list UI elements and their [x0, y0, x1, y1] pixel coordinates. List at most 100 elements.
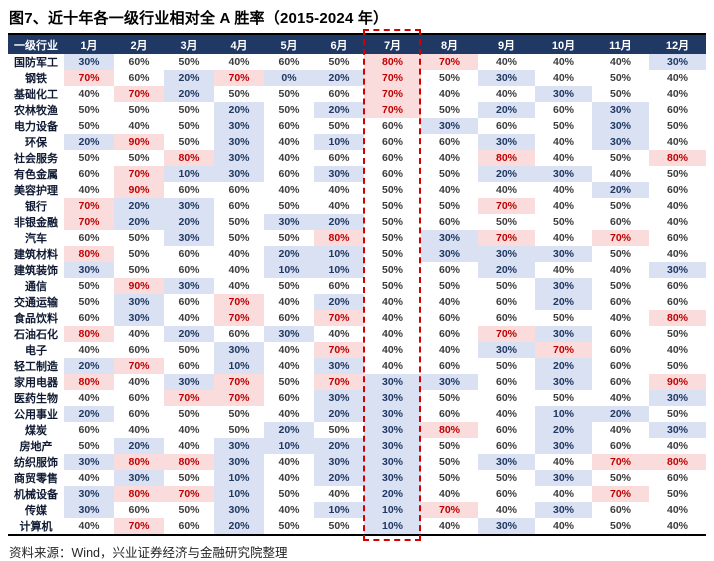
win-rate-cell: 40% — [64, 518, 114, 535]
win-rate-cell: 50% — [114, 150, 164, 166]
industry-label: 钢铁 — [25, 73, 47, 85]
win-rate-cell: 40% — [314, 198, 364, 214]
win-rate-cell: 10% — [314, 134, 364, 150]
win-rate-cell: 70% — [535, 342, 592, 358]
win-rate-cell: 10% — [164, 166, 214, 182]
win-rate-cell: 30% — [649, 390, 706, 406]
win-rate-cell: 90% — [114, 134, 164, 150]
win-rate-cell: 50% — [114, 102, 164, 118]
win-rate-cell: 40% — [649, 198, 706, 214]
win-rate-cell: 50% — [421, 198, 478, 214]
win-rate-cell: 50% — [421, 454, 478, 470]
table-container: 一级行业 1月 2月 3月 4月 5月 6月 7月 8月 9月 10月 11月 12月 国防军工 30%… — [8, 29, 706, 541]
win-rate-cell: 40% — [649, 438, 706, 454]
win-rate-cell: 50% — [364, 182, 421, 198]
win-rate-cell: 20% — [592, 182, 649, 198]
table-row: 汽车 60% 50% 30% 50% 50% 80% 50% 30% 70% 40% 70% 60% — [8, 230, 706, 246]
win-rate-cell: 30% — [64, 454, 114, 470]
win-rate-cell: 20% — [114, 198, 164, 214]
win-rate-cell: 40% — [421, 342, 478, 358]
win-rate-cell: 60% — [478, 422, 535, 438]
win-rate-cell: 60% — [214, 182, 264, 198]
win-rate-cell: 60% — [535, 102, 592, 118]
win-rate-cell: 20% — [478, 166, 535, 182]
column-header-month: 12月 — [649, 34, 706, 54]
table-row: 基础化工 40% 70% 20% 50% 50% 60% 70% 40% 40% 30% 50% 40% — [8, 86, 706, 102]
win-rate-cell: 70% — [478, 230, 535, 246]
win-rate-cell: 70% — [421, 502, 478, 518]
win-rate-cell: 60% — [114, 390, 164, 406]
win-rate-cell: 60% — [649, 294, 706, 310]
win-rate-cell: 30% — [535, 86, 592, 102]
table-row: 轻工制造 20% 70% 60% 10% 40% 30% 40% 60% 50% 20% 60% 50% — [8, 358, 706, 374]
table-row: 建筑材料 80% 50% 60% 40% 20% 10% 50% 30% 30% 30% 50% 40% — [8, 246, 706, 262]
win-rate-cell: 40% — [535, 262, 592, 278]
win-rate-cell: 20% — [164, 214, 214, 230]
win-rate-cell: 30% — [214, 166, 264, 182]
win-rate-cell: 30% — [364, 390, 421, 406]
column-header-month: 6月 — [314, 34, 364, 54]
win-rate-cell: 70% — [114, 86, 164, 102]
win-rate-cell: 80% — [478, 150, 535, 166]
win-rate-cell: 40% — [164, 310, 214, 326]
win-rate-cell: 50% — [421, 390, 478, 406]
win-rate-cell: 20% — [114, 438, 164, 454]
win-rate-cell: 50% — [164, 342, 214, 358]
win-rate-cell: 70% — [64, 198, 114, 214]
win-rate-cell: 40% — [314, 182, 364, 198]
win-rate-cell: 80% — [314, 230, 364, 246]
win-rate-cell: 40% — [535, 182, 592, 198]
win-rate-cell: 50% — [649, 486, 706, 502]
win-rate-cell: 60% — [649, 182, 706, 198]
win-rate-cell: 30% — [214, 454, 264, 470]
win-rate-cell: 50% — [314, 54, 364, 70]
win-rate-cell: 60% — [592, 358, 649, 374]
win-rate-cell: 40% — [535, 454, 592, 470]
win-rate-cell: 40% — [535, 198, 592, 214]
win-rate-cell: 60% — [114, 502, 164, 518]
win-rate-cell: 30% — [421, 230, 478, 246]
win-rate-cell: 20% — [314, 470, 364, 486]
win-rate-cell: 10% — [314, 262, 364, 278]
win-rate-cell: 40% — [421, 150, 478, 166]
win-rate-cell: 50% — [478, 278, 535, 294]
win-rate-cell: 70% — [478, 198, 535, 214]
industry-label: 轻工制造 — [14, 361, 58, 373]
industry-label: 非银金融 — [14, 217, 58, 229]
win-rate-cell: 60% — [164, 246, 214, 262]
win-rate-cell: 30% — [478, 518, 535, 535]
win-rate-cell: 30% — [478, 342, 535, 358]
win-rate-cell: 60% — [164, 262, 214, 278]
win-rate-cell: 30% — [314, 390, 364, 406]
win-rate-cell: 40% — [421, 486, 478, 502]
win-rate-cell: 90% — [114, 278, 164, 294]
table-row: 通信 50% 90% 30% 40% 50% 60% 50% 50% 50% 30% 50% 60% — [8, 278, 706, 294]
win-rate-cell: 50% — [649, 166, 706, 182]
win-rate-cell: 40% — [264, 502, 314, 518]
win-rate-cell: 20% — [164, 326, 214, 342]
win-rate-cell: 90% — [649, 374, 706, 390]
table-row: 建筑装饰 30% 50% 60% 40% 10% 10% 50% 60% 20% 40% 40% 30% — [8, 262, 706, 278]
win-rate-cell: 60% — [649, 230, 706, 246]
table-row: 社会服务 50% 50% 80% 30% 40% 60% 60% 40% 80% 40% 50% 80% — [8, 150, 706, 166]
win-rate-cell: 40% — [592, 310, 649, 326]
win-rate-cell: 40% — [478, 86, 535, 102]
win-rate-cell: 30% — [164, 278, 214, 294]
industry-label: 医药生物 — [14, 393, 58, 405]
table-row: 有色金属 60% 70% 10% 30% 60% 30% 60% 50% 20% 30% 40% 50% — [8, 166, 706, 182]
win-rate-cell: 40% — [64, 182, 114, 198]
win-rate-cell: 60% — [421, 358, 478, 374]
industry-label: 家用电器 — [14, 377, 58, 389]
win-rate-cell: 60% — [264, 166, 314, 182]
win-rate-cell: 20% — [264, 246, 314, 262]
win-rate-cell: 60% — [364, 166, 421, 182]
win-rate-cell: 40% — [64, 86, 114, 102]
win-rate-cell: 50% — [592, 246, 649, 262]
win-rate-cell: 50% — [114, 262, 164, 278]
win-rate-cell: 30% — [649, 262, 706, 278]
win-rate-cell: 30% — [421, 374, 478, 390]
win-rate-cell: 60% — [264, 118, 314, 134]
win-rate-cell: 60% — [592, 438, 649, 454]
win-rate-cell: 20% — [214, 102, 264, 118]
win-rate-cell: 60% — [64, 230, 114, 246]
